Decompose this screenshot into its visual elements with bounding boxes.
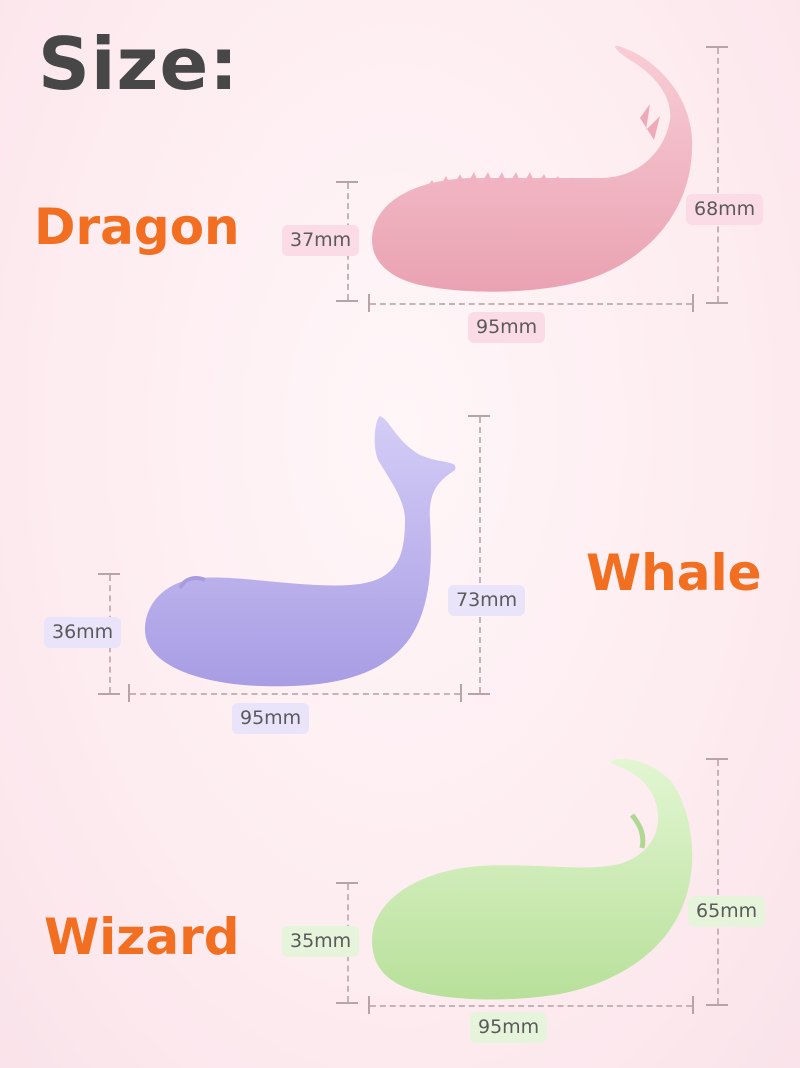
whale-length-label: 95mm (232, 703, 310, 734)
variant-name-dragon: Dragon (34, 198, 240, 256)
variant-name-wizard: Wizard (44, 908, 240, 966)
wizard-product-image (372, 759, 693, 1000)
whale-height-tall-label: 73mm (448, 585, 526, 616)
variant-name-whale: Whale (586, 544, 762, 602)
dragon-product-image (372, 45, 693, 292)
wizard-height-tall-label: 65mm (688, 896, 766, 927)
whale-height-short-label: 36mm (44, 617, 122, 648)
whale-product-image (145, 416, 456, 687)
wizard-length-label: 95mm (470, 1012, 548, 1043)
page-title: Size: (38, 22, 240, 106)
dragon-height-tall-label: 68mm (686, 194, 764, 225)
dragon-length-label: 95mm (468, 312, 546, 343)
wizard-height-short-label: 35mm (282, 926, 360, 957)
dragon-height-short-label: 37mm (282, 225, 360, 256)
